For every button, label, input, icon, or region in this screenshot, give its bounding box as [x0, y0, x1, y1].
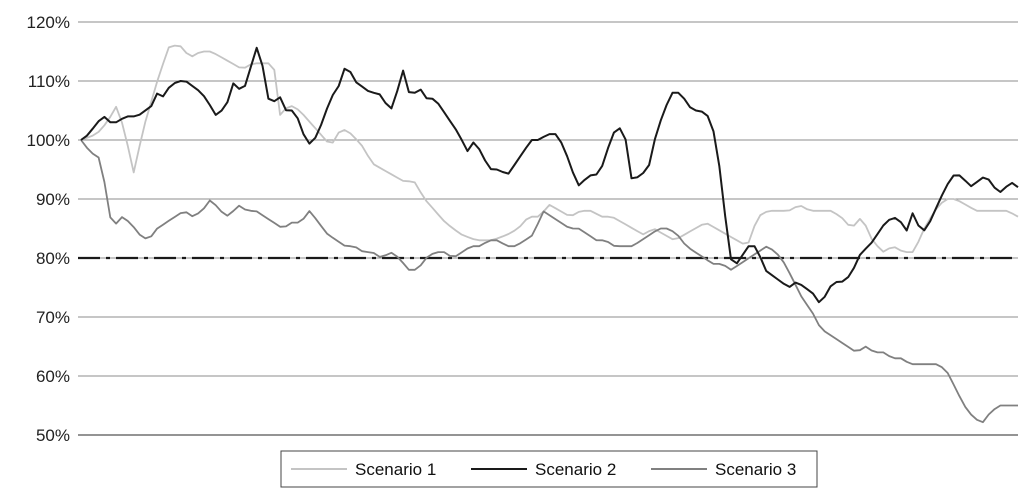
y-tick-label: 100% [27, 131, 70, 150]
y-tick-label: 70% [36, 308, 70, 327]
y-tick-label: 90% [36, 190, 70, 209]
legend-label-scenario-3: Scenario 3 [715, 460, 796, 479]
legend: Scenario 1 Scenario 2 Scenario 3 [280, 450, 818, 488]
legend-box [280, 450, 818, 488]
series-lines [80, 44, 1019, 424]
series-line-scenario-3 [80, 139, 1018, 424]
y-tick-label: 60% [36, 367, 70, 386]
y-tick-label: 50% [36, 426, 70, 445]
series-line-scenario-2 [80, 46, 1019, 304]
y-tick-label: 120% [27, 13, 70, 32]
y-tick-label: 110% [28, 72, 70, 91]
legend-label-scenario-1: Scenario 1 [355, 460, 436, 479]
legend-label-scenario-2: Scenario 2 [535, 460, 616, 479]
y-axis-tick-labels: 50% 60% 70% 80% 90% 100% 110% 120% [27, 13, 70, 445]
y-tick-label: 80% [36, 249, 70, 268]
series-line-scenario-1 [80, 44, 1019, 253]
